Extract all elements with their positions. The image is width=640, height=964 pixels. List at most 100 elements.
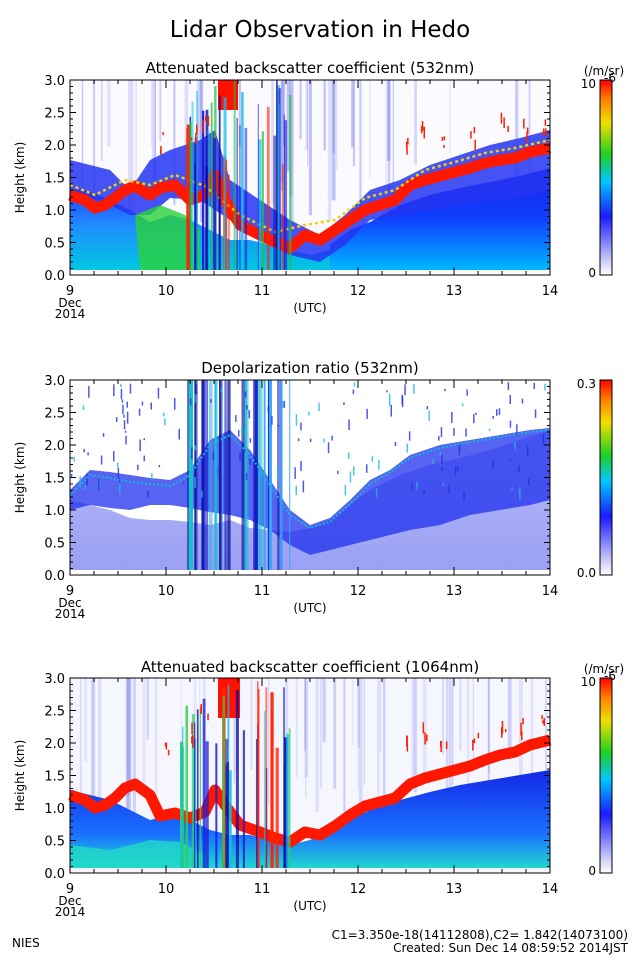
fleck xyxy=(420,126,423,134)
streak xyxy=(263,710,266,868)
haze-streak xyxy=(323,80,326,151)
streak xyxy=(224,380,227,570)
speck xyxy=(139,439,141,452)
speck xyxy=(220,388,222,393)
speck xyxy=(466,389,468,396)
speck xyxy=(308,411,310,416)
haze-streak xyxy=(379,678,382,753)
speck xyxy=(147,490,149,498)
haze-streak xyxy=(127,678,132,826)
speck xyxy=(295,485,297,495)
x-date-year: 2014 xyxy=(55,905,86,919)
streak xyxy=(283,114,285,271)
speck xyxy=(432,458,434,465)
fleck xyxy=(196,124,198,134)
colorbar: 0.0 0.3 xyxy=(577,377,613,580)
streak xyxy=(221,380,223,570)
speck xyxy=(277,468,279,480)
fleck xyxy=(445,741,448,750)
speck xyxy=(212,452,215,461)
haze-streak xyxy=(413,678,418,793)
streak xyxy=(215,743,218,868)
y-tick-label: 0.0 xyxy=(44,269,65,284)
speck xyxy=(124,430,127,433)
speck xyxy=(151,473,153,482)
fleck xyxy=(195,132,197,145)
haze-streak xyxy=(100,80,103,161)
speck xyxy=(348,452,350,459)
fleck xyxy=(426,734,428,742)
x-tick-label: 14 xyxy=(542,584,559,599)
speck xyxy=(123,415,125,418)
speck xyxy=(406,443,408,453)
haze-streak xyxy=(352,678,354,746)
speck xyxy=(143,438,145,441)
panel-backscatter-1064: Attenuated backscatter coefficient (1064… xyxy=(68,658,552,873)
speck xyxy=(344,484,347,496)
haze-streak xyxy=(285,678,288,767)
fleck xyxy=(542,720,544,724)
haze-streak xyxy=(319,678,322,789)
streak xyxy=(219,380,222,570)
speck xyxy=(509,458,511,461)
haze-streak xyxy=(159,80,162,142)
streak xyxy=(257,103,259,271)
panel-title-depolarization-532: Depolarization ratio (532nm) xyxy=(201,359,419,377)
speck xyxy=(88,385,90,398)
speck xyxy=(119,483,121,494)
streak xyxy=(225,159,228,270)
x-tick-label: 9 xyxy=(66,284,74,299)
speck xyxy=(457,466,459,471)
speck xyxy=(294,467,296,479)
speck xyxy=(84,485,86,490)
haze-streak xyxy=(369,80,371,178)
colorbar: 0 10 -6(/m/sr) xyxy=(581,662,624,878)
haze-streak xyxy=(146,678,150,740)
haze-streak xyxy=(385,80,387,188)
streak xyxy=(205,166,208,270)
streak xyxy=(212,138,217,270)
speck xyxy=(519,487,521,500)
fleck xyxy=(164,742,167,747)
speck xyxy=(410,483,413,491)
fleck xyxy=(541,715,543,720)
speck xyxy=(141,401,144,406)
haze-streak xyxy=(128,678,132,791)
fleck xyxy=(160,145,162,155)
speck xyxy=(117,467,120,479)
haze-streak xyxy=(528,80,531,182)
footer-institution: NIES xyxy=(12,936,40,950)
speck xyxy=(442,483,445,486)
speck xyxy=(348,419,350,430)
fleck xyxy=(207,115,210,126)
streak xyxy=(189,122,192,270)
speck xyxy=(129,383,132,394)
x-tick-label: 9 xyxy=(66,882,74,897)
streak xyxy=(196,709,199,868)
fleck xyxy=(470,131,472,139)
fleck xyxy=(507,125,509,132)
speck xyxy=(352,389,355,395)
fleck xyxy=(520,722,522,736)
x-axis-label: (UTC) xyxy=(293,301,326,315)
haze-streak xyxy=(305,678,307,799)
cloud-top-flecks xyxy=(160,112,547,155)
y-tick-label: 1.0 xyxy=(44,802,65,817)
haze-streak xyxy=(154,80,156,231)
streak xyxy=(194,380,198,570)
x-tick-label: 11 xyxy=(254,584,271,599)
speck xyxy=(118,478,121,483)
speck xyxy=(426,406,429,410)
haze-streak xyxy=(359,80,362,213)
speck xyxy=(201,490,203,498)
speck xyxy=(120,389,123,400)
haze-streak xyxy=(90,678,93,811)
streak xyxy=(258,139,262,270)
speck xyxy=(423,489,425,494)
speck xyxy=(461,403,464,406)
speck xyxy=(416,481,418,490)
speck xyxy=(509,420,512,428)
streak xyxy=(209,380,211,570)
haze-streak xyxy=(304,678,309,778)
y-tick-label: 3.0 xyxy=(44,374,65,389)
